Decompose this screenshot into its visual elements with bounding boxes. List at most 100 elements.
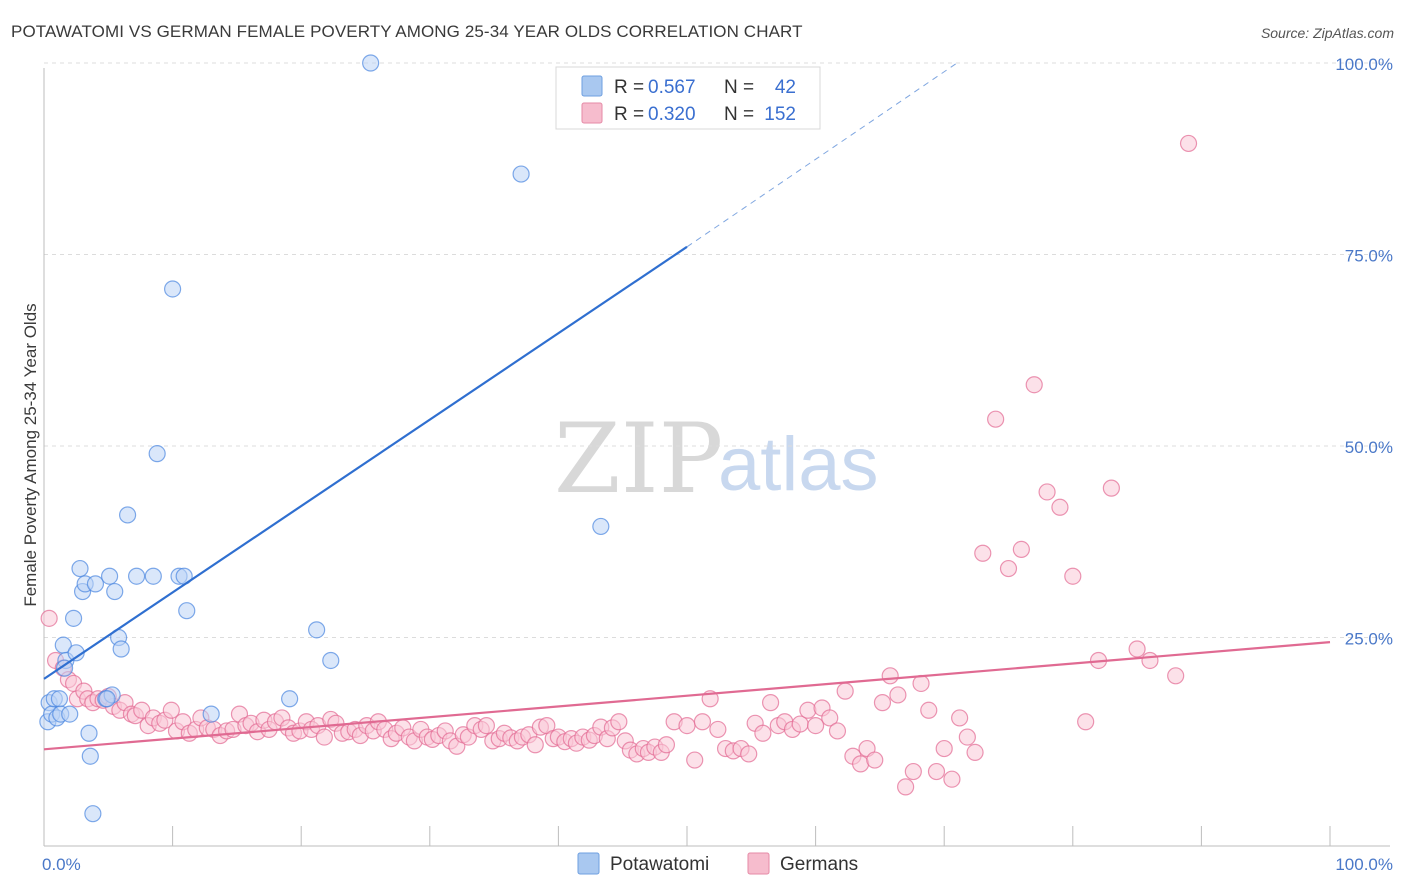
y-tick-label-25: 25.0%: [1345, 630, 1393, 649]
germans-point-153: [1077, 713, 1095, 731]
germans-point-114: [740, 745, 758, 763]
germans-point-140: [935, 739, 953, 758]
potawatomi-point-27: [144, 567, 162, 585]
potawatomi-point-12: [71, 559, 89, 578]
germans-point-150: [1038, 483, 1056, 501]
legend-n-value-potawatomi: 42: [775, 77, 796, 98]
germans-point-134: [889, 686, 907, 704]
potawatomi-point-39: [592, 517, 610, 536]
potawatomi-point-41: [98, 690, 116, 708]
correlation-legend: R = 0.567 N = 42 R = 0.320 N = 152: [555, 66, 821, 130]
grid-lines: [44, 62, 1390, 638]
series-germans: [40, 134, 1198, 796]
germans-point-136: [904, 762, 922, 781]
y-tick-labels: 25.0% 50.0% 75.0% 100.0%: [1335, 55, 1393, 649]
germans-point-138: [920, 701, 938, 719]
potawatomi-point-9: [61, 705, 79, 723]
germans-point-157: [1128, 640, 1146, 658]
germans-point-123: [806, 716, 825, 735]
germans-point-139: [927, 762, 946, 781]
chart-title: POTAWATOMI VS GERMAN FEMALE POVERTY AMON…: [11, 22, 803, 41]
germans-point-47: [315, 728, 333, 746]
y-tick-label-50: 50.0%: [1345, 438, 1393, 457]
germans-point-96: [610, 713, 628, 731]
x-tick-labels: 0.0% 100.0%: [42, 855, 1393, 874]
potawatomi-point-25: [118, 506, 137, 524]
germans-point-137: [912, 674, 930, 693]
bottom-legend-label-germans: Germans: [780, 854, 858, 875]
germans-point-148: [1012, 540, 1030, 559]
potawatomi-point-29: [164, 280, 182, 298]
legend-r-label-potawatomi: R =: [614, 77, 644, 98]
germans-point-142: [951, 709, 969, 727]
germans-point-158: [1141, 651, 1159, 670]
germans-point-129: [852, 755, 870, 773]
potawatomi-point-35: [308, 621, 326, 639]
x-tick-label-start: 0.0%: [42, 855, 81, 874]
potawatomi-point-22: [106, 582, 124, 601]
germans-point-104: [657, 736, 676, 754]
bottom-legend-swatch-potawatomi: [577, 852, 600, 875]
bottom-legend-swatch-germans: [747, 852, 770, 875]
series-legend: Potawatomi Germans: [577, 852, 858, 875]
potawatomi-point-18: [86, 575, 105, 593]
germans-point-0: [40, 609, 58, 627]
germans-point-22: [162, 701, 180, 719]
trend-lines: [43, 62, 1331, 751]
potawatomi-point-38: [512, 165, 530, 183]
potawatomi-point-16: [81, 747, 99, 765]
germans-point-125: [821, 709, 839, 727]
germans-point-108: [693, 713, 712, 731]
potawatomi-point-36: [322, 651, 340, 670]
legend-r-value-potawatomi: 0.567: [648, 77, 696, 98]
potawatomi-point-37: [362, 54, 380, 72]
axes: [43, 68, 1390, 847]
germans-point-117: [761, 694, 780, 712]
germans-point-156: [1179, 134, 1198, 153]
potawatomi-point-32: [178, 602, 196, 620]
germans-point-132: [873, 694, 892, 712]
potawatomi-point-20: [100, 567, 119, 585]
germans-point-146: [987, 410, 1005, 428]
germans-point-116: [754, 724, 772, 742]
potawatomi-point-15: [80, 724, 98, 742]
potawatomi-point-28: [148, 445, 166, 463]
germans-point-106: [678, 716, 696, 735]
legend-r-label-germans: R =: [614, 104, 644, 125]
watermark-atlas: atlas: [718, 422, 879, 507]
germans-point-110: [709, 720, 727, 739]
germans-point-143: [958, 728, 976, 746]
potawatomi-point-5: [50, 690, 69, 708]
germans-point-151: [1051, 498, 1069, 516]
bottom-legend-label-potawatomi: Potawatomi: [610, 854, 709, 875]
legend-n-label-potawatomi: N =: [724, 77, 754, 98]
x-tick-label-end: 100.0%: [1335, 855, 1393, 874]
trend-line-potawatomi: [43, 245, 688, 680]
germans-point-133: [881, 667, 899, 685]
germans-point-127: [836, 682, 854, 700]
germans-point-135: [897, 778, 915, 796]
germans-point-147: [999, 559, 1018, 578]
series-potawatomi: [39, 54, 610, 823]
potawatomi-point-40: [55, 659, 74, 677]
germans-point-82: [526, 736, 544, 754]
germans-point-149: [1025, 376, 1043, 394]
y-tick-label-100: 100.0%: [1335, 55, 1393, 74]
legend-swatch-potawatomi: [581, 75, 603, 97]
y-tick-label-75: 75.0%: [1345, 247, 1393, 266]
germans-point-107: [686, 751, 704, 769]
potawatomi-point-24: [112, 640, 130, 658]
potawatomi-point-34: [281, 690, 299, 708]
germans-point-141: [943, 770, 961, 788]
trend-line-germans: [43, 640, 1331, 751]
germans-point-144: [966, 743, 984, 762]
potawatomi-point-10: [64, 609, 83, 627]
germans-point-145: [974, 544, 992, 562]
y-axis-title: Female Poverty Among 25-34 Year Olds: [21, 303, 40, 606]
germans-point-131: [866, 751, 884, 769]
legend-n-label-germans: N =: [724, 104, 754, 125]
germans-point-159: [1167, 667, 1185, 685]
germans-point-155: [1102, 479, 1120, 497]
legend-n-value-germans: 152: [764, 104, 796, 125]
